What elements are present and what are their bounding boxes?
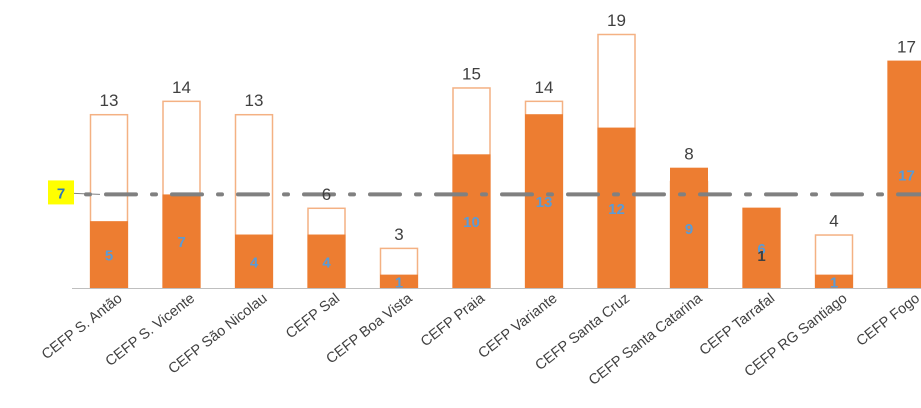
total-value-label: 13	[245, 91, 264, 110]
filled-bar	[90, 221, 128, 288]
filled-value-label: 17	[898, 167, 915, 184]
filled-bar	[307, 234, 346, 288]
total-value-label: 19	[607, 11, 626, 30]
total-value-label: 3	[394, 225, 403, 244]
filled-value-label: 12	[608, 201, 625, 218]
filled-value-label: 9	[685, 221, 693, 238]
filled-bar	[380, 274, 418, 288]
filled-bar	[162, 194, 201, 288]
total-value-label: 8	[684, 145, 693, 164]
category-label: CEFP Sal	[283, 291, 343, 343]
filled-value-label: 4	[250, 254, 259, 271]
reference-line-group: 7	[48, 180, 921, 205]
total-value-label: 13	[100, 91, 119, 110]
filled-value-label: 10	[463, 214, 480, 231]
total-value-label: 14	[172, 78, 191, 97]
filled-bar	[670, 167, 708, 288]
filled-bar	[815, 274, 853, 288]
filled-value-label: 13	[536, 194, 553, 211]
filled-bar	[742, 207, 781, 288]
filled-value-label: 7	[177, 234, 185, 251]
extra-value-label: 1	[757, 248, 765, 265]
total-value-label: 17	[897, 38, 916, 57]
filled-value-label: 4	[322, 254, 331, 271]
filled-value-label: 1	[395, 274, 403, 291]
filled-bar	[525, 114, 563, 288]
filled-value-label: 6	[757, 241, 765, 258]
filled-value-label: 1	[830, 274, 838, 291]
total-value-label: 6	[322, 185, 331, 204]
total-value-label: 4	[829, 212, 838, 231]
total-value-label: 15	[462, 64, 481, 83]
category-label: CEFP Fogo	[854, 291, 921, 350]
filled-value-label: 5	[105, 248, 113, 265]
filled-bar	[235, 234, 273, 288]
filled-bar	[597, 127, 636, 288]
reference-leader-line	[73, 192, 101, 195]
total-labels-group: 13 14 13 6 3 15 14 19 8 4 17	[100, 11, 916, 244]
category-label: CEFP Praia	[418, 290, 489, 350]
total-value-label: 14	[535, 78, 554, 97]
reference-value-badge	[48, 180, 74, 205]
total-bars-series	[89, 33, 921, 289]
filled-bars-series	[90, 60, 921, 288]
reference-value-label: 7	[57, 185, 65, 202]
filled-bar	[887, 60, 921, 288]
filled-bar	[452, 154, 491, 288]
